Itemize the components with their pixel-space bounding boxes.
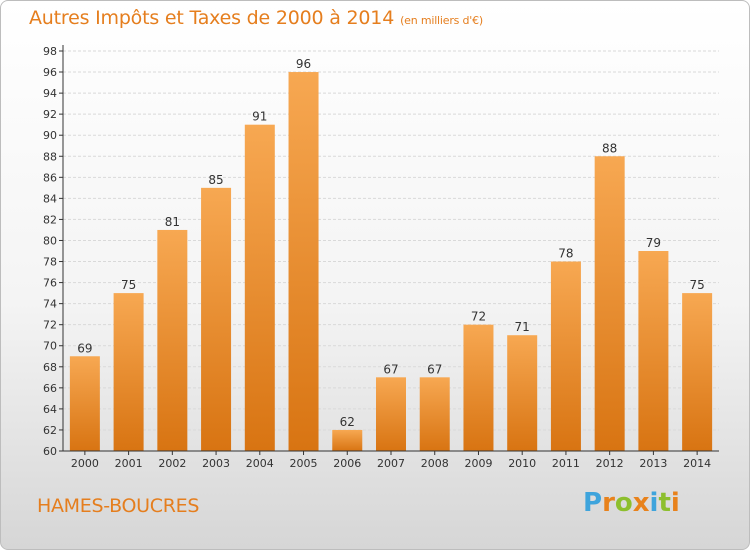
logo-letter: x — [632, 488, 650, 518]
data-labels: 69 75 81 85 91 96 62 67 67 72 71 78 88 79 75 — [77, 57, 705, 429]
bar — [550, 261, 581, 451]
bar — [69, 356, 100, 451]
data-label: 85 — [208, 173, 223, 187]
y-tick-label: 88 — [43, 150, 57, 163]
x-tick-label: 2004 — [246, 457, 274, 470]
y-tick-label: 94 — [43, 87, 57, 100]
data-label: 62 — [340, 415, 355, 429]
x-tick-label: 2012 — [596, 457, 624, 470]
x-tick-label: 2002 — [158, 457, 186, 470]
data-label: 78 — [558, 247, 573, 261]
logo-letter: t — [658, 488, 671, 518]
y-tick-label: 86 — [43, 171, 57, 184]
y-tick-label: 82 — [43, 213, 57, 226]
x-tick-label: 2000 — [71, 457, 99, 470]
y-tick-label: 84 — [43, 192, 57, 205]
bar — [638, 251, 669, 451]
proxiti-logo[interactable]: Proxiti — [583, 488, 680, 518]
bar — [419, 377, 450, 451]
logo-letter: i — [670, 488, 680, 518]
y-tick-label: 76 — [43, 277, 57, 290]
axes: 60 62 64 66 68 70 72 74 76 78 80 82 84 86 88 90 92 94 96 98… — [43, 45, 719, 470]
bar — [376, 377, 406, 451]
chart-unit-label: (en milliers d'€) — [400, 14, 483, 27]
y-tick-label: 60 — [43, 445, 57, 458]
bar — [332, 429, 363, 451]
logo-letter: o — [614, 488, 633, 518]
bar — [113, 293, 144, 451]
bar — [463, 324, 494, 451]
x-tick-label: 2005 — [290, 457, 318, 470]
bar — [288, 72, 319, 451]
y-tick-label: 64 — [43, 403, 57, 416]
commune-name: HAMES-BOUCRES — [37, 495, 200, 517]
chart-title: Autres Impôts et Taxes de 2000 à 2014 (en… — [29, 7, 483, 29]
logo-letter: i — [649, 488, 659, 518]
data-label: 81 — [165, 215, 180, 229]
x-tick-label: 2009 — [464, 457, 492, 470]
x-tick-label: 2014 — [683, 457, 711, 470]
bar — [244, 124, 275, 452]
y-tick-label: 80 — [43, 234, 57, 247]
data-label: 67 — [427, 362, 442, 376]
data-label: 69 — [77, 341, 92, 355]
data-label: 88 — [602, 141, 617, 155]
data-label: 91 — [252, 110, 267, 124]
data-label: 79 — [646, 236, 661, 250]
bar — [201, 187, 232, 451]
logo-letter: P — [583, 488, 603, 518]
y-tick-label: 62 — [43, 424, 57, 437]
x-tick-label: 2013 — [639, 457, 667, 470]
y-tick-label: 74 — [43, 298, 57, 311]
bar — [157, 229, 188, 451]
y-tick-label: 72 — [43, 319, 57, 332]
y-tick-label: 92 — [43, 108, 57, 121]
x-tick-label: 2010 — [508, 457, 536, 470]
data-label: 75 — [689, 278, 704, 292]
y-tick-label: 98 — [43, 45, 57, 58]
y-tick-label: 68 — [43, 361, 57, 374]
data-label: 96 — [296, 57, 311, 71]
x-tick-label: 2001 — [115, 457, 143, 470]
y-tick-label: 70 — [43, 340, 57, 353]
data-label: 67 — [383, 362, 398, 376]
bar — [682, 293, 713, 451]
y-tick-label: 66 — [43, 382, 57, 395]
x-tick-label: 2003 — [202, 457, 230, 470]
x-tick-label: 2006 — [333, 457, 361, 470]
data-label: 71 — [515, 320, 530, 334]
bars — [69, 72, 713, 452]
data-label: 72 — [471, 310, 486, 324]
y-tick-label: 96 — [43, 66, 57, 79]
x-tick-label: 2007 — [377, 457, 405, 470]
x-tick-label: 2008 — [421, 457, 449, 470]
data-label: 75 — [121, 278, 136, 292]
bar — [507, 335, 538, 451]
y-tick-label: 78 — [43, 256, 57, 269]
chart-title-text: Autres Impôts et Taxes de 2000 à 2014 — [29, 7, 395, 29]
y-tick-label: 90 — [43, 129, 57, 142]
bar — [594, 156, 625, 451]
logo-letter: r — [602, 488, 615, 518]
x-tick-label: 2011 — [552, 457, 580, 470]
